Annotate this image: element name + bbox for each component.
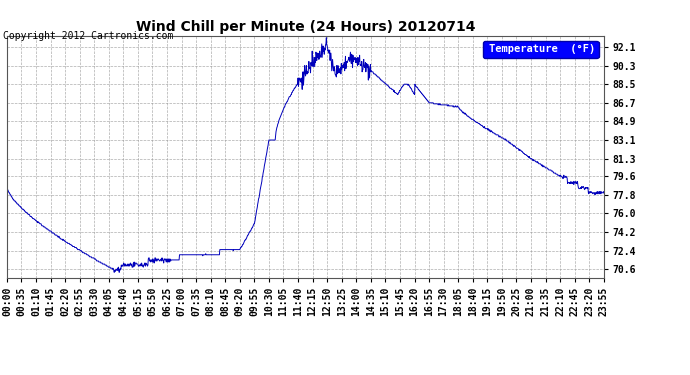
- Text: Copyright 2012 Cartronics.com: Copyright 2012 Cartronics.com: [3, 32, 174, 41]
- Legend: Temperature  (°F): Temperature (°F): [483, 41, 598, 58]
- Title: Wind Chill per Minute (24 Hours) 20120714: Wind Chill per Minute (24 Hours) 2012071…: [135, 21, 475, 34]
